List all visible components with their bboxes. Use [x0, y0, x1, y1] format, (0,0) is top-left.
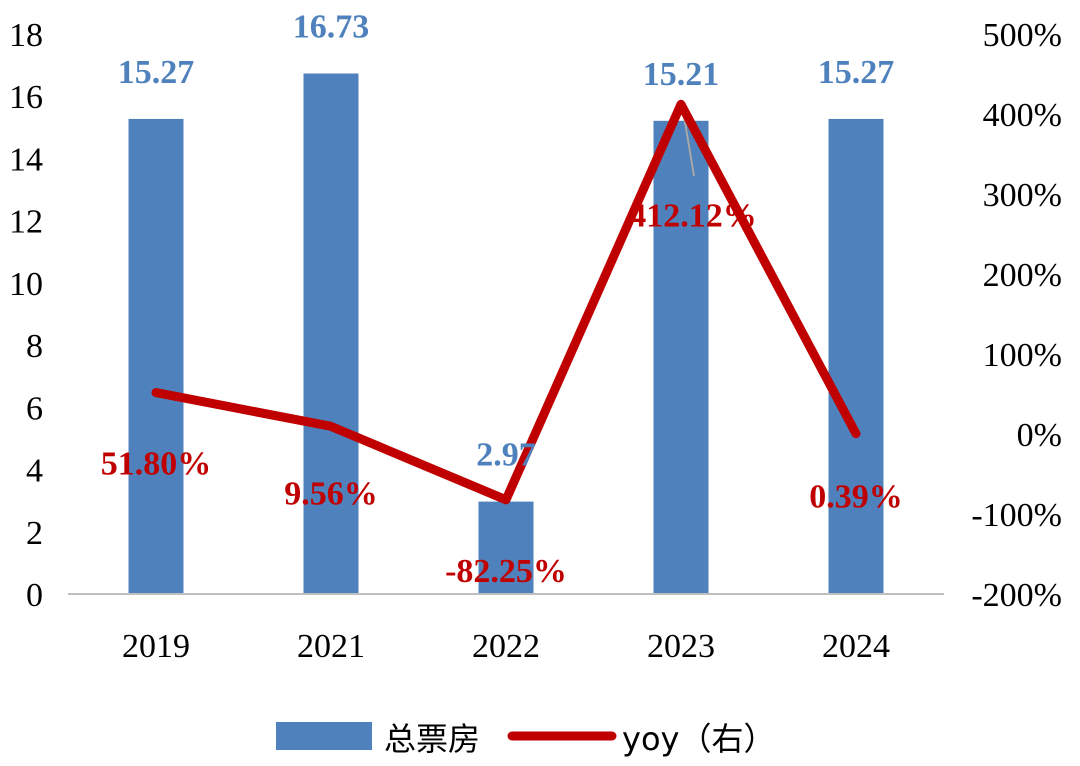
yoy-value-label: 0.39%: [809, 479, 903, 516]
left-tick-label: 12: [9, 204, 43, 241]
bar-2021: [303, 73, 359, 594]
right-tick-label: 200%: [983, 257, 1062, 294]
left-tick-label: 18: [9, 17, 43, 54]
line-labels: 51.80% 9.56% -82.25% 412.12% 0.39%: [101, 197, 903, 589]
left-axis: 0 2 4 6 8 10 12 14 16 18: [9, 17, 43, 614]
bar-2019: [128, 118, 184, 594]
bar-2023: [653, 120, 709, 595]
bar-value-label: 2.97: [476, 437, 536, 474]
legend-label-line: yoy（右）: [622, 720, 775, 758]
right-tick-label: -200%: [971, 577, 1062, 614]
left-tick-label: 6: [26, 390, 43, 427]
right-tick-label: 400%: [983, 97, 1062, 134]
x-tick-label: 2024: [822, 628, 890, 665]
right-tick-label: 0%: [1017, 417, 1062, 454]
bar-value-label: 15.27: [118, 54, 195, 91]
left-tick-label: 8: [26, 328, 43, 365]
x-tick-label: 2021: [297, 628, 365, 665]
bar-2022: [478, 501, 534, 594]
x-tick-label: 2022: [472, 628, 540, 665]
x-tick-label: 2019: [122, 628, 190, 665]
left-tick-label: 2: [26, 515, 43, 552]
legend-label-bar: 总票房: [384, 720, 480, 758]
bar-value-label: 15.21: [643, 56, 720, 93]
left-tick-label: 0: [26, 577, 43, 614]
bar-value-label: 16.73: [293, 9, 370, 46]
right-tick-label: 100%: [983, 337, 1062, 374]
legend: 总票房 yoy（右）: [276, 720, 775, 758]
left-tick-label: 14: [9, 141, 43, 178]
left-tick-label: 10: [9, 266, 43, 303]
right-tick-label: -100%: [971, 497, 1062, 534]
bar-value-label: 15.27: [818, 54, 895, 91]
bars-group: [128, 73, 884, 595]
x-axis: 2019 2021 2022 2023 2024: [122, 628, 890, 665]
legend-swatch-bar: [276, 722, 372, 750]
right-tick-label: 500%: [983, 17, 1062, 54]
bar-labels: 15.27 16.73 2.97 15.21 15.27: [118, 9, 895, 474]
left-tick-label: 4: [26, 453, 43, 490]
right-axis: -200% -100% 0% 100% 200% 300% 400% 500%: [971, 17, 1062, 614]
yoy-value-label: 9.56%: [284, 475, 378, 512]
right-tick-label: 300%: [983, 177, 1062, 214]
yoy-value-label: 412.12%: [629, 197, 757, 234]
bar-2024: [828, 118, 884, 594]
yoy-line: [151, 99, 861, 505]
left-tick-label: 16: [9, 79, 43, 116]
x-tick-label: 2023: [647, 628, 715, 665]
yoy-value-label: 51.80%: [101, 446, 212, 483]
yoy-value-label: -82.25%: [445, 553, 567, 590]
